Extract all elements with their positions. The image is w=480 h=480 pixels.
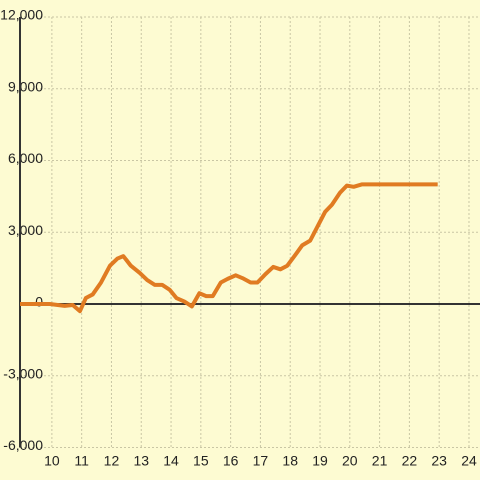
x-tick-label: 23 [431, 453, 447, 469]
x-tick-label: 17 [253, 453, 269, 469]
y-tick-label: 0 [35, 294, 43, 310]
x-tick-label: 18 [282, 453, 298, 469]
y-tick-label: 6,000 [8, 150, 43, 166]
y-tick-label: -3,000 [3, 365, 43, 381]
x-tick-label: 15 [193, 453, 209, 469]
x-tick-label: 20 [342, 453, 358, 469]
y-tick-label: 9,000 [8, 78, 43, 94]
y-tick-label: 3,000 [8, 222, 43, 238]
data-line [20, 182, 438, 314]
x-tick-label: 24 [461, 453, 477, 469]
x-tick-label: 10 [44, 453, 60, 469]
x-tick-label: 11 [74, 453, 89, 469]
x-tick-label: 12 [104, 453, 120, 469]
x-tick-label: 21 [372, 453, 388, 469]
x-tick-label: 22 [402, 453, 418, 469]
x-tick-label: 16 [223, 453, 239, 469]
y-tick-label: -6,000 [3, 437, 43, 453]
x-tick-label: 14 [163, 453, 179, 469]
y-tick-label: 12,000 [0, 7, 43, 23]
x-tick-label: 13 [133, 453, 149, 469]
x-tick-label: 19 [312, 453, 328, 469]
